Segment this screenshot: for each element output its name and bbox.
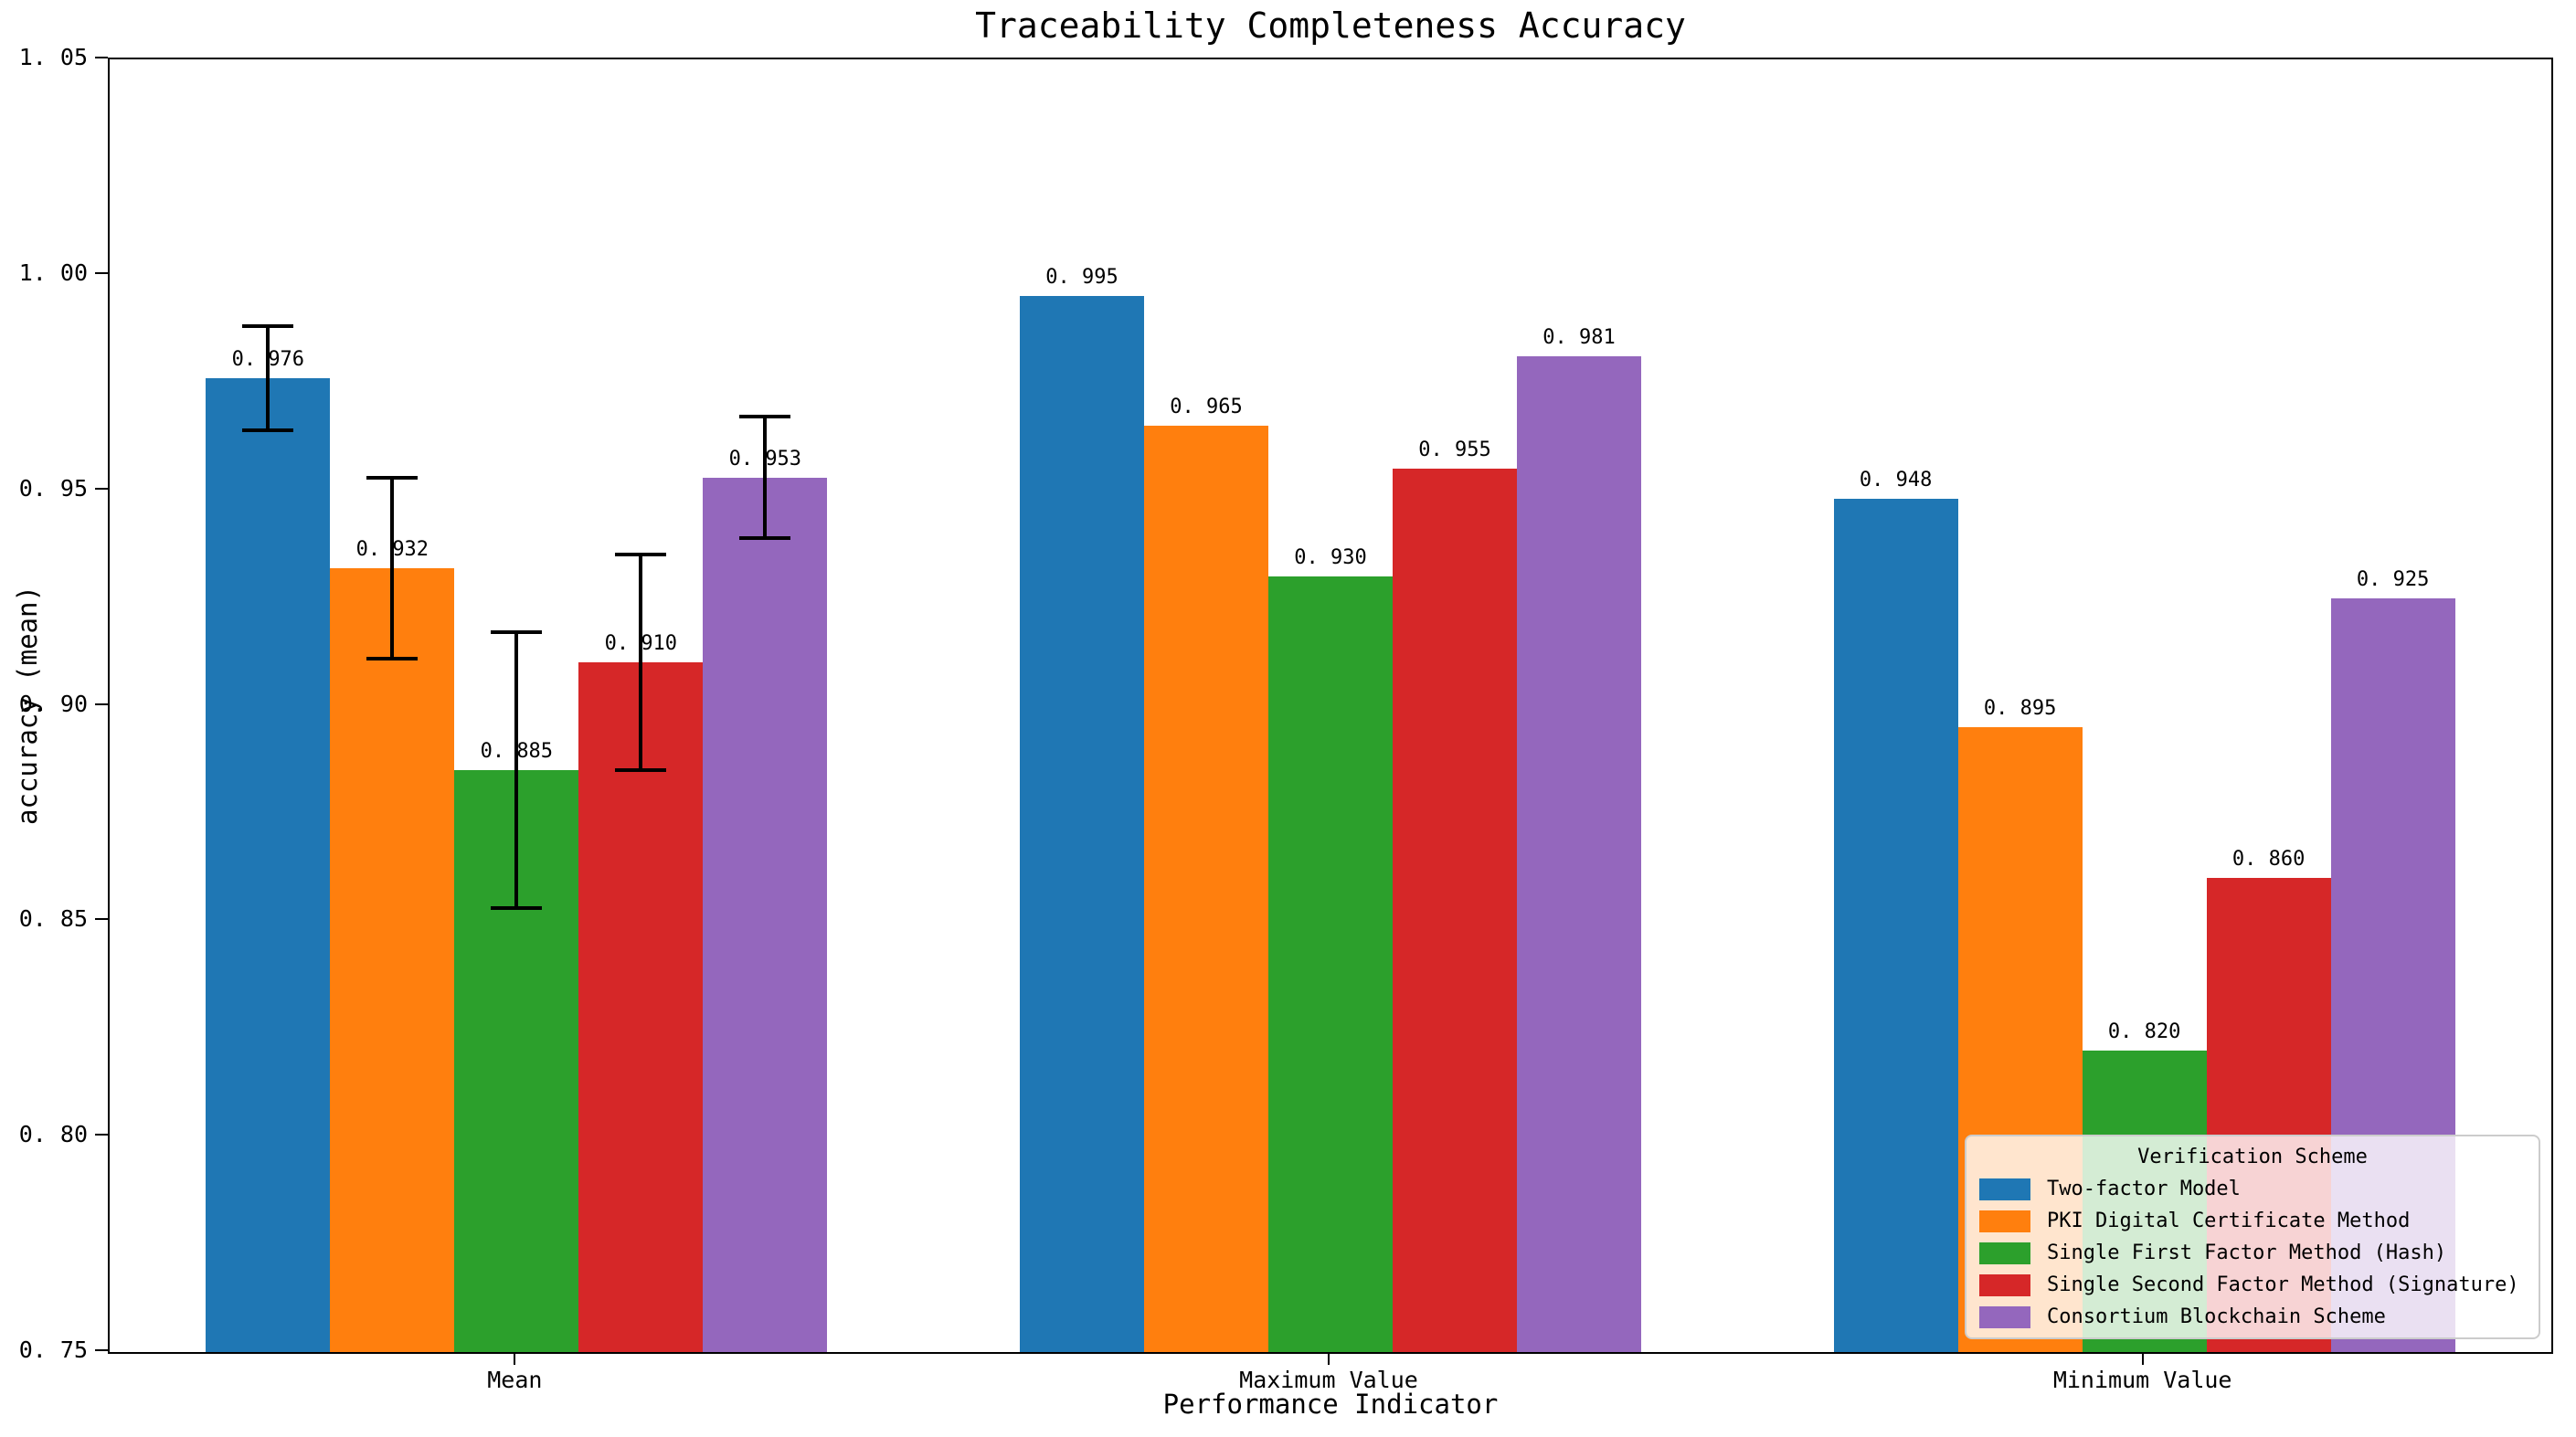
bar-value-label: 0. 995 [1045, 266, 1118, 290]
bar-value-label: 0. 910 [604, 632, 678, 656]
legend-item-label: Two-factor Model [2047, 1178, 2241, 1200]
legend-item: Two-factor Model [1979, 1178, 2526, 1200]
error-bar [514, 632, 519, 909]
x-tick-label: Maximum Value [1239, 1367, 1418, 1393]
error-bar [390, 477, 395, 659]
y-tick-mark [95, 57, 108, 58]
bar-value-label: 0. 948 [1859, 469, 1933, 492]
legend-item-label: Consortium Blockchain Scheme [2047, 1305, 2386, 1328]
legend-item-label: Single First Factor Method (Hash) [2047, 1242, 2447, 1264]
y-tick-mark [95, 1134, 108, 1136]
bar-value-label: 0. 953 [728, 447, 802, 470]
error-bar [266, 326, 270, 430]
bar [1833, 499, 1958, 1352]
legend-item-label: PKI Digital Certificate Method [2047, 1210, 2411, 1232]
bar-value-label: 0. 925 [2356, 567, 2430, 591]
bar [1517, 356, 1641, 1352]
y-tick-mark [95, 487, 108, 490]
legend-item: Single First Factor Method (Hash) [1979, 1242, 2526, 1264]
y-tick-label: 1. 05 [18, 44, 88, 70]
error-bar-cap [366, 475, 419, 480]
bar-value-label: 0. 976 [231, 348, 305, 372]
error-bar-cap [242, 428, 294, 432]
error-bar-cap [491, 906, 543, 911]
plot-area: 0. 976 0. 932 0. 885 0. 910 0. 953 0. 995 0. 9… [108, 58, 2553, 1354]
bar-value-label: 0. 930 [1294, 546, 1367, 569]
legend-swatch-icon [1979, 1273, 2030, 1296]
legend-item: Single Second Factor Method (Signature) [1979, 1273, 2526, 1296]
chart-title: Traceability Completeness Accuracy [975, 5, 1686, 46]
bar [1268, 576, 1393, 1352]
error-bar [763, 417, 768, 538]
legend-swatch-icon [1979, 1242, 2030, 1264]
y-tick-label: 0. 80 [18, 1121, 88, 1148]
legend-item-label: Single Second Factor Method (Signature) [2047, 1273, 2519, 1296]
bar-value-label: 0. 885 [480, 740, 554, 764]
y-tick-mark [95, 918, 108, 921]
legend: Verification Scheme Two-factor Model PKI… [1965, 1135, 2540, 1339]
error-bar-cap [615, 768, 667, 773]
x-tick-label: Mean [487, 1367, 543, 1393]
bar [1144, 425, 1268, 1352]
bar-value-label: 0. 820 [2107, 1020, 2181, 1043]
legend-item: Consortium Blockchain Scheme [1979, 1305, 2526, 1328]
y-tick-label: 0. 95 [18, 474, 88, 502]
bar-value-label: 0. 981 [1542, 326, 1616, 350]
x-tick-mark [2141, 1354, 2144, 1365]
bar-value-label: 0. 860 [2231, 848, 2306, 872]
error-bar-cap [242, 324, 294, 329]
bar-value-label: 0. 965 [1170, 395, 1243, 418]
y-tick-mark [95, 271, 108, 274]
error-bar-cap [615, 553, 667, 557]
y-tick-label: 1. 00 [18, 259, 88, 286]
bar [206, 378, 331, 1352]
error-bar-cap [491, 630, 543, 635]
bar-value-label: 0. 955 [1418, 438, 1491, 462]
legend-swatch-icon [1979, 1210, 2030, 1232]
bar-value-label: 0. 895 [1983, 697, 2057, 721]
bar [578, 662, 704, 1352]
x-tick-mark [514, 1354, 516, 1365]
legend-swatch-icon [1979, 1305, 2030, 1328]
legend-item: PKI Digital Certificate Method [1979, 1210, 2526, 1232]
x-axis-label: Performance Indicator [1162, 1389, 1499, 1420]
y-tick-mark [95, 703, 108, 705]
x-tick-label: Minimum Value [2052, 1367, 2232, 1393]
bar-value-label: 0. 932 [355, 537, 429, 561]
bar [703, 477, 828, 1352]
y-tick-mark [95, 1349, 108, 1351]
error-bar-cap [739, 415, 791, 419]
error-bar [639, 555, 643, 771]
error-bar-cap [739, 535, 791, 540]
y-tick-label: 0. 90 [18, 690, 88, 717]
bar [1020, 296, 1144, 1352]
legend-swatch-icon [1979, 1178, 2030, 1200]
y-tick-label: 0. 85 [18, 905, 88, 933]
bar [1393, 469, 1517, 1352]
bar [330, 567, 455, 1352]
error-bar-cap [366, 656, 419, 660]
y-tick-label: 0. 75 [18, 1337, 88, 1363]
x-tick-mark [1328, 1354, 1330, 1365]
legend-title: Verification Scheme [2137, 1146, 2368, 1168]
